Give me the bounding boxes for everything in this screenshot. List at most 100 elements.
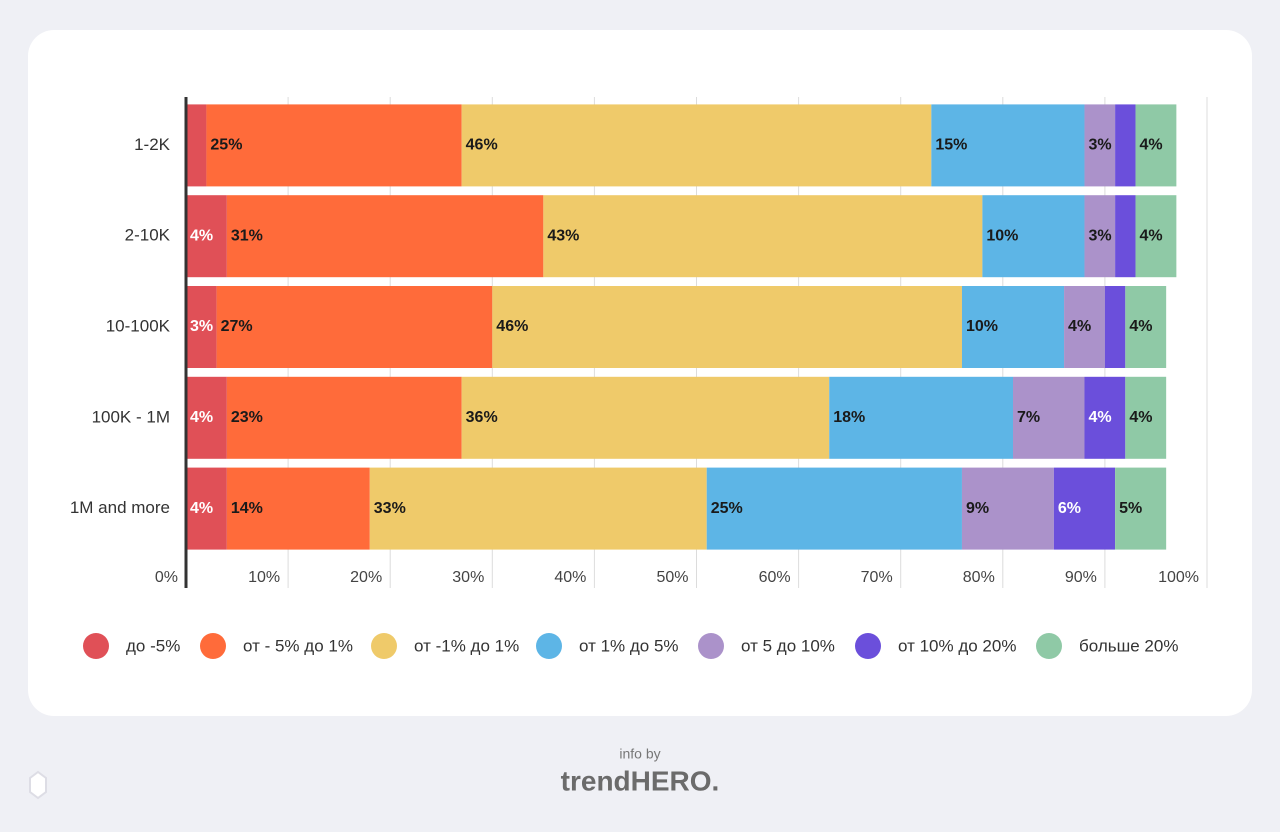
bar-segment [461, 104, 932, 187]
data-label: 4% [1129, 318, 1152, 335]
data-label: 7% [1017, 409, 1040, 426]
legend-marker [536, 633, 562, 659]
bar-segment [1115, 467, 1167, 550]
data-label: 18% [833, 409, 865, 426]
x-tick-label: 20% [350, 569, 382, 586]
bar-segment [829, 376, 1014, 459]
data-label: 23% [231, 409, 263, 426]
data-label: 9% [966, 500, 989, 517]
bar-segment [1064, 286, 1105, 368]
bar-segment [1084, 376, 1126, 459]
x-tick-label: 60% [759, 569, 791, 586]
data-label: 33% [374, 500, 406, 517]
bar-segment [226, 376, 462, 459]
data-label: 46% [496, 318, 528, 335]
bar-segment [982, 195, 1085, 278]
data-label: 3% [190, 318, 213, 335]
bar-segment [1104, 286, 1126, 368]
bar-segment [186, 467, 227, 550]
y-tick-label: 2-10K [125, 226, 171, 245]
data-label: 14% [231, 500, 263, 517]
footer-brand: trendHERO. [561, 765, 720, 796]
legend-label: больше 20% [1079, 636, 1178, 655]
data-label: 4% [190, 227, 213, 244]
bar-segment [1125, 286, 1167, 368]
x-tick-label: 0% [155, 569, 178, 586]
bar-segment [1084, 104, 1116, 187]
legend-marker [1036, 633, 1062, 659]
data-label: 46% [466, 137, 498, 154]
bar-segment [961, 286, 1065, 368]
x-tick-label: 90% [1065, 569, 1097, 586]
data-label: 10% [986, 227, 1018, 244]
legend-marker [698, 633, 724, 659]
bar-segment [931, 104, 1085, 187]
bar-segment [1115, 195, 1136, 278]
legend-label: до -5% [126, 636, 180, 655]
bar-segment [492, 286, 962, 368]
bar-segment [1135, 195, 1177, 278]
data-label: 3% [1088, 137, 1111, 154]
x-tick-label: 30% [452, 569, 484, 586]
x-tick-label: 10% [248, 569, 280, 586]
legend-marker [371, 633, 397, 659]
data-label: 25% [210, 137, 242, 154]
bar-segment [461, 376, 830, 459]
logo [29, 770, 47, 800]
legend-label: от - 5% до 1% [243, 636, 353, 655]
y-tick-label: 10-100K [106, 316, 171, 335]
bar-segment [1053, 467, 1116, 550]
bar-segment [1084, 195, 1116, 278]
bar-segment [186, 286, 217, 368]
data-label: 6% [1058, 500, 1081, 517]
bar-segment [543, 195, 983, 278]
bar-segment [186, 195, 227, 278]
x-tick-label: 80% [963, 569, 995, 586]
bar-segment [1013, 376, 1085, 459]
data-label: 43% [547, 227, 579, 244]
footer-prefix: info by [619, 746, 660, 762]
data-label: 15% [935, 137, 967, 154]
y-tick-label: 1-2K [134, 135, 171, 154]
legend-label: от 5 до 10% [741, 636, 835, 655]
bar-segment [216, 286, 493, 368]
legend-label: от 1% до 5% [579, 636, 679, 655]
bar-segment [186, 104, 207, 187]
data-label: 3% [1088, 227, 1111, 244]
bar-segment [961, 467, 1054, 550]
y-tick-label: 100K - 1M [92, 407, 170, 426]
y-tick-label: 1M and more [70, 498, 170, 517]
bar-segment [226, 195, 544, 278]
x-tick-label: 50% [656, 569, 688, 586]
data-label: 31% [231, 227, 263, 244]
data-label: 4% [1068, 318, 1091, 335]
data-label: 25% [711, 500, 743, 517]
data-label: 36% [466, 409, 498, 426]
x-tick-label: 100% [1158, 569, 1199, 586]
bar-segment [706, 467, 962, 550]
data-label: 4% [1129, 409, 1152, 426]
legend-marker [200, 633, 226, 659]
bar-segment [186, 376, 227, 459]
bar-segment [1135, 104, 1177, 187]
bar-segment [206, 104, 462, 187]
data-label: 4% [1140, 137, 1163, 154]
data-label: 4% [190, 409, 213, 426]
legend-marker [83, 633, 109, 659]
bar-segment [1115, 104, 1136, 187]
data-label: 4% [190, 500, 213, 517]
bar-segment [226, 467, 370, 550]
data-label: 4% [1088, 409, 1111, 426]
legend-label: от 10% до 20% [898, 636, 1016, 655]
data-label: 27% [221, 318, 253, 335]
bar-segment [1125, 376, 1167, 459]
data-label: 10% [966, 318, 998, 335]
x-tick-label: 40% [554, 569, 586, 586]
bar-segment [369, 467, 707, 550]
data-label: 4% [1140, 227, 1163, 244]
x-tick-label: 70% [861, 569, 893, 586]
legend-marker [855, 633, 881, 659]
data-label: 5% [1119, 500, 1142, 517]
